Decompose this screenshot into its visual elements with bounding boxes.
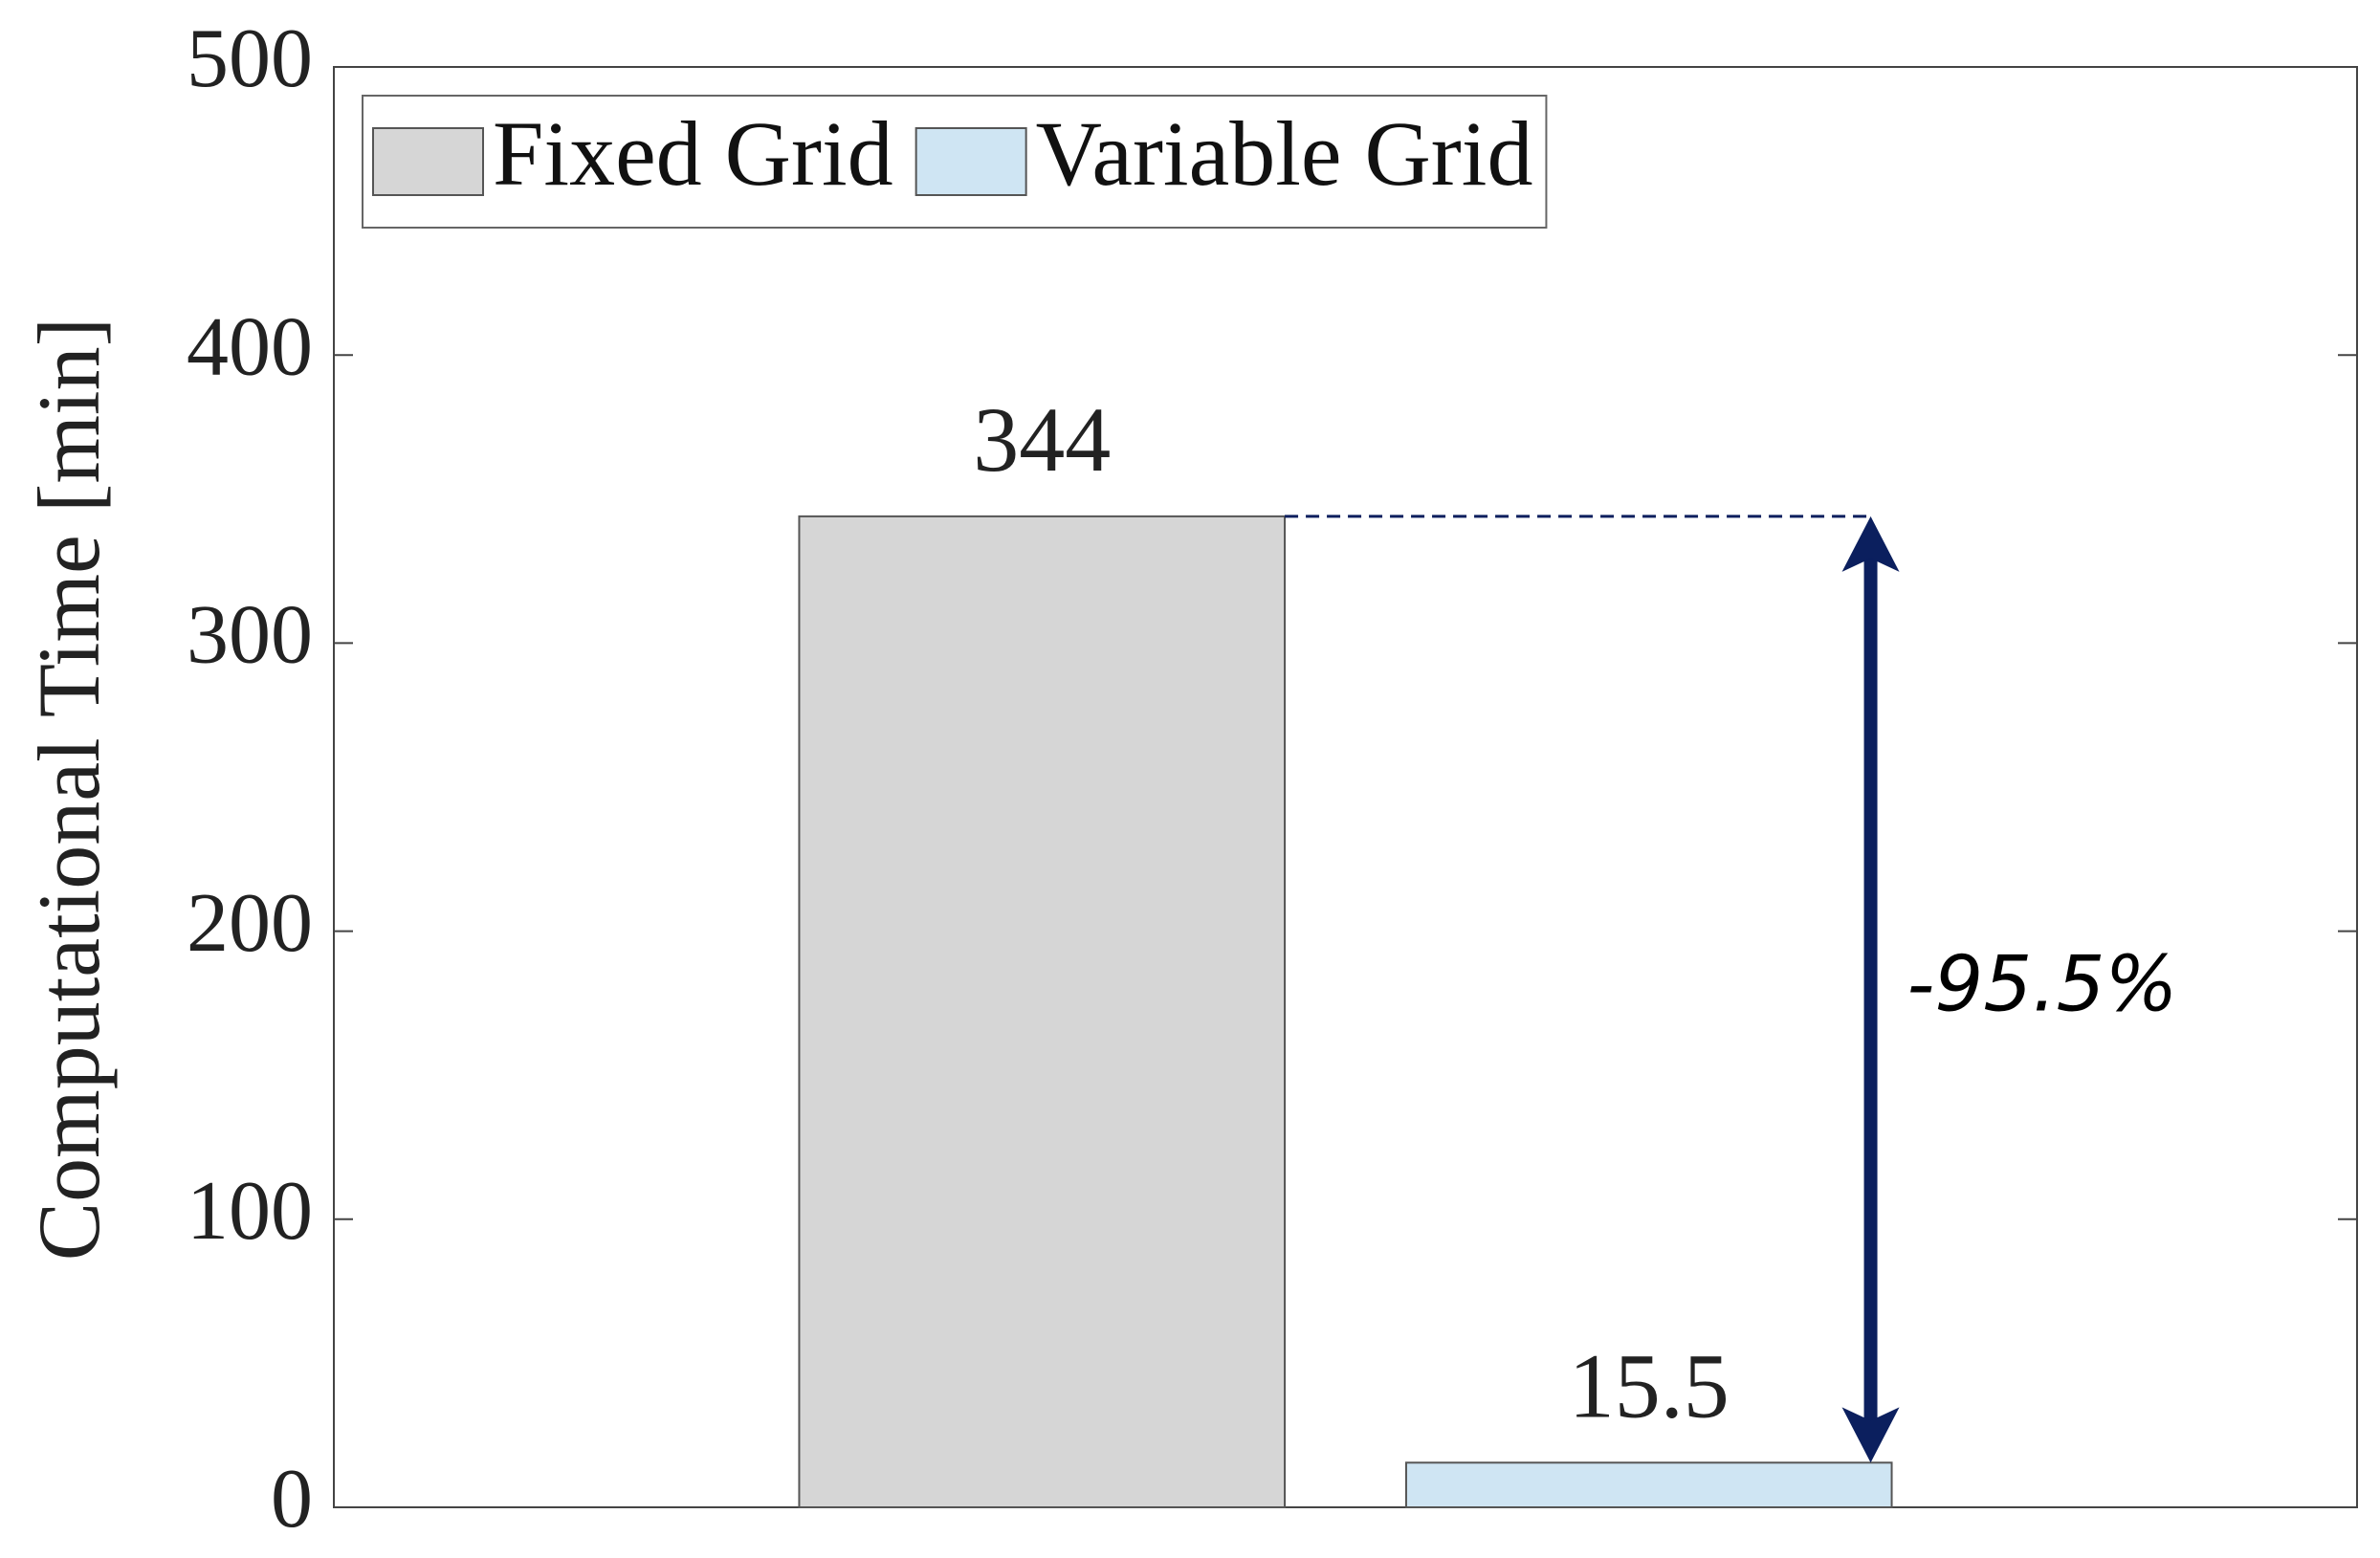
bar xyxy=(798,515,1287,1509)
annotation: -95.5% xyxy=(1907,940,2178,1029)
y-tick-label: 100 xyxy=(187,1165,313,1258)
plot-frame xyxy=(333,66,2358,1508)
y-axis-title: Computational Time [min] xyxy=(20,318,118,1261)
value-label: 344 xyxy=(973,388,1111,491)
y-tick-label: 200 xyxy=(187,877,313,970)
arrow-head xyxy=(1841,516,1900,572)
y-tick-label: 300 xyxy=(187,589,313,682)
legend-swatch xyxy=(915,127,1027,196)
y-tick-label: 400 xyxy=(187,300,313,393)
arrow-head xyxy=(1841,1407,1900,1463)
legend-label: Variable Grid xyxy=(1036,102,1533,205)
bar xyxy=(1404,1461,1893,1508)
y-tick-label: 0 xyxy=(271,1453,313,1546)
value-label: 15.5 xyxy=(1569,1334,1730,1437)
y-tick-label: 500 xyxy=(187,12,313,105)
legend-swatch xyxy=(372,127,484,196)
legend-label: Fixed Grid xyxy=(493,102,893,205)
